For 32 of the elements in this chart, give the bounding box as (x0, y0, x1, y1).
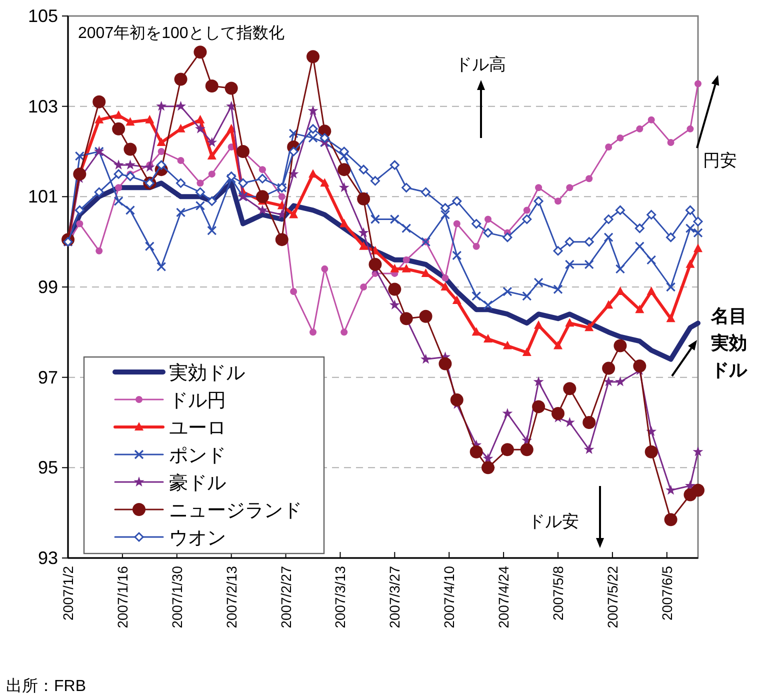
x-tick-label: 2007/2/13 (223, 566, 240, 628)
x-tick-label: 2007/1/16 (114, 566, 130, 628)
text: 出所：FRB (6, 677, 86, 695)
y-tick-label: 93 (38, 548, 58, 568)
legend-label: ニュージランド (169, 500, 302, 522)
legend-label: 豪ドル (169, 473, 226, 494)
legend-label: ユーロ (169, 418, 226, 439)
x-tick-label: 2007/5/8 (550, 566, 566, 620)
x-tick-label: 2007/4/10 (441, 566, 458, 628)
y-tick-label: 97 (38, 367, 58, 388)
annotation: 2007年初を100として指数化 (78, 24, 284, 42)
x-tick-label: 2007/6/5 (658, 566, 675, 620)
x-tick-label: 2007/3/27 (386, 566, 403, 628)
x-tick-label: 2007/4/24 (496, 566, 512, 628)
y-tick-label: 105 (28, 6, 58, 26)
y-tick-label: 95 (38, 458, 58, 478)
y-tick-label: 103 (28, 96, 58, 116)
legend-label: 実効ドル (169, 362, 245, 384)
annotation: ドル安 (528, 512, 579, 531)
annotation: ドル高 (455, 55, 506, 74)
text: 円安 (703, 151, 737, 170)
legend-label: ウオン (169, 528, 226, 549)
y-tick-label: 101 (28, 186, 58, 207)
x-tick-label: 2007/1/2 (60, 566, 76, 620)
x-tick-label: 2007/2/27 (278, 566, 294, 628)
text: 名目実効ドル (710, 306, 748, 380)
x-tick-label: 2007/1/30 (168, 566, 185, 628)
legend-label: ドル円 (169, 390, 226, 412)
x-tick-label: 2007/3/13 (332, 566, 348, 628)
y-tick-label: 99 (38, 277, 58, 297)
legend-label: ポンド (169, 446, 226, 466)
x-tick-label: 2007/5/22 (604, 566, 620, 628)
